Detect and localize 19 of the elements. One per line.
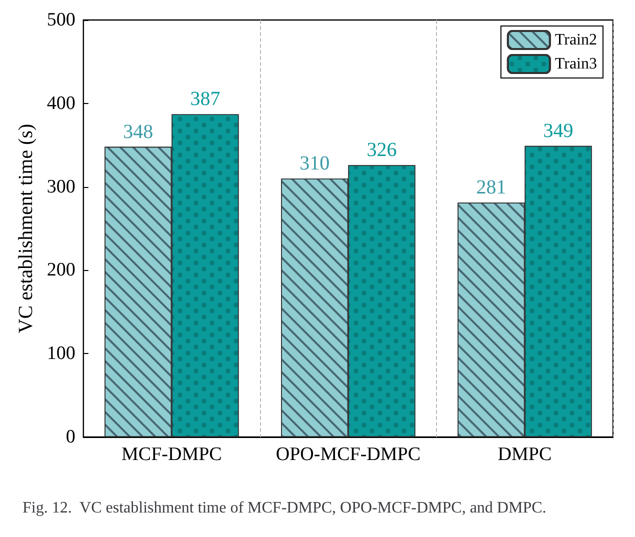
y-tick-label: 100	[46, 343, 76, 364]
x-tick-label: DMPC	[498, 444, 552, 465]
y-tick-label: 200	[46, 260, 76, 281]
y-axis-title: VC establishment time (s)	[15, 124, 37, 334]
x-tick-label: OPO-MCF-DMPC	[276, 444, 421, 465]
y-tick-label: 0	[66, 426, 76, 448]
data-label: 348	[123, 120, 154, 143]
y-tick-label: 300	[46, 176, 76, 198]
y-tick-label: 400	[46, 92, 76, 114]
data-label: 281	[476, 176, 506, 199]
y-tick-label: 500	[46, 10, 76, 30]
data-label: 310	[300, 152, 330, 174]
caption: Fig. 12. VC establishment time of MCF-DMPC, OPO-MCF-DMPC, and DMPC.	[22, 500, 546, 516]
legend-label: Train2	[554, 32, 598, 48]
data-label: 387	[190, 88, 220, 110]
legend-label: Train3	[554, 56, 598, 72]
data-label: 349	[543, 120, 574, 142]
x-tick-label: MCF-DMPC	[122, 444, 222, 465]
data-label: 326	[366, 139, 397, 162]
